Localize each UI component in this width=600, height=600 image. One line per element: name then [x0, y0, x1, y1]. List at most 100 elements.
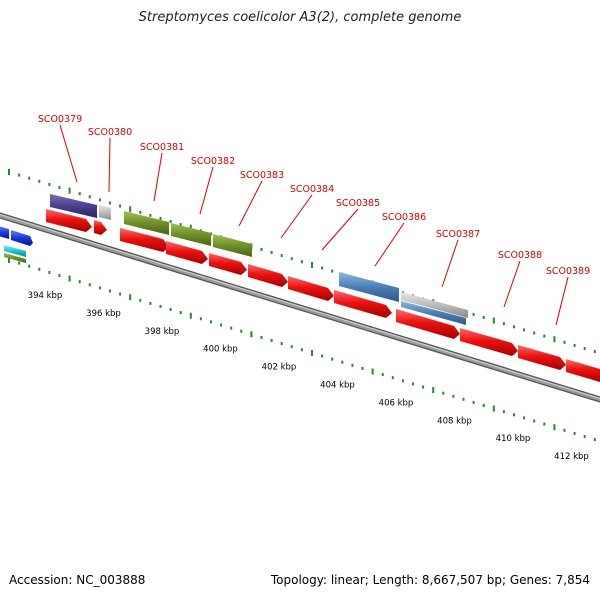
- minor-tick: [159, 216, 162, 220]
- major-tick: [492, 317, 495, 324]
- feature-cyan[interactable]: [4, 245, 26, 257]
- minor-tick: [119, 204, 122, 208]
- feature-steel-1[interactable]: [339, 272, 399, 302]
- minor-tick: [331, 357, 334, 361]
- orf-arrow-9[interactable]: [396, 309, 460, 339]
- orf-arrow-1[interactable]: [46, 209, 92, 232]
- gene-label[interactable]: SCO0389: [546, 266, 590, 277]
- kbp-scale-label: 400 kbp: [203, 345, 238, 355]
- gene-leader-line: [374, 222, 405, 267]
- minor-tick: [38, 179, 41, 183]
- orf-arrow-6[interactable]: [248, 264, 288, 287]
- accession-text: Accession: NC_003888: [9, 573, 146, 587]
- feature-blue-2[interactable]: [11, 230, 33, 246]
- orf-arrow-4[interactable]: [166, 241, 208, 264]
- feature-olive-2[interactable]: [171, 223, 211, 246]
- minor-tick: [543, 334, 546, 338]
- gene-label[interactable]: SCO0382: [191, 156, 235, 167]
- minor-tick: [109, 201, 111, 205]
- major-tick: [189, 312, 192, 319]
- orf-arrow-3[interactable]: [120, 228, 169, 252]
- orf-arrow-7[interactable]: [288, 276, 334, 301]
- feature-olive-3[interactable]: [213, 234, 252, 257]
- feature-purple[interactable]: [50, 194, 97, 218]
- minor-tick: [401, 379, 404, 383]
- minor-tick: [48, 182, 51, 186]
- gene-leader-line: [238, 180, 263, 227]
- feature-olive-small[interactable]: [4, 253, 26, 263]
- gene-leader-line: [108, 137, 111, 193]
- major-tick: [189, 224, 192, 231]
- feature-grey-small[interactable]: [99, 205, 111, 220]
- minor-tick: [300, 260, 303, 264]
- genome-title: Streptomyces coelicolor A3(2), complete …: [138, 10, 462, 25]
- outer-tick-row: [8, 169, 596, 354]
- major-tick: [129, 206, 132, 213]
- gene-leader-line: [321, 208, 359, 251]
- minor-tick: [321, 354, 324, 358]
- major-tick: [68, 187, 71, 194]
- minor-tick: [563, 340, 566, 344]
- gene-label[interactable]: SCO0381: [140, 142, 184, 153]
- orf-arrow-11[interactable]: [518, 345, 566, 370]
- minor-tick: [331, 269, 334, 273]
- gene-label[interactable]: SCO0380: [88, 127, 132, 138]
- gene-label[interactable]: SCO0388: [498, 250, 542, 261]
- minor-tick: [139, 210, 142, 214]
- minor-tick: [270, 339, 273, 342]
- minor-tick: [300, 348, 303, 352]
- orf-arrow-10[interactable]: [460, 328, 518, 356]
- minor-tick: [159, 304, 162, 308]
- feature-blue-1[interactable]: [0, 226, 9, 239]
- orf-arrow-12[interactable]: [566, 359, 600, 382]
- kbp-label-layer: 394 kbp 396 kbp 398 kbp 400 kbp 402 kbp 404 k…: [28, 291, 589, 462]
- gene-label[interactable]: SCO0387: [436, 229, 480, 240]
- minor-tick: [523, 416, 526, 420]
- kbp-scale-label: 410 kbp: [496, 434, 531, 444]
- feature-grey-long[interactable]: [401, 292, 468, 318]
- gene-label[interactable]: SCO0379: [38, 114, 82, 125]
- feature-olive-1[interactable]: [124, 211, 169, 235]
- minor-tick: [38, 267, 41, 271]
- minor-tick: [462, 397, 465, 401]
- minor-tick: [321, 266, 324, 270]
- inner-tick-row: [8, 257, 596, 442]
- minor-tick: [543, 422, 546, 426]
- kbp-scale-label: 394 kbp: [28, 291, 63, 301]
- orf-arrow-8[interactable]: [334, 290, 392, 318]
- major-tick: [553, 424, 556, 431]
- major-tick: [371, 368, 374, 375]
- gene-label[interactable]: SCO0384: [290, 184, 334, 195]
- minor-tick: [139, 298, 142, 302]
- minor-tick: [280, 254, 283, 258]
- minor-tick: [98, 286, 101, 290]
- kbp-scale-label: 404 kbp: [320, 381, 355, 391]
- gene-label[interactable]: SCO0383: [240, 170, 284, 181]
- minor-tick: [523, 328, 526, 332]
- gene-leader-line: [280, 194, 313, 239]
- minor-tick: [169, 220, 172, 223]
- major-tick: [8, 257, 10, 263]
- minor-tick: [58, 274, 61, 277]
- gene-label[interactable]: SCO0385: [336, 198, 380, 209]
- minor-tick: [280, 342, 283, 346]
- major-tick: [311, 349, 313, 356]
- minor-tick: [169, 308, 172, 311]
- orf-arrow-5[interactable]: [209, 253, 247, 275]
- major-tick: [8, 169, 10, 175]
- minor-tick: [260, 335, 263, 339]
- minor-tick: [341, 360, 344, 364]
- minor-tick: [28, 176, 31, 180]
- minor-tick: [593, 438, 596, 442]
- minor-tick: [78, 280, 81, 284]
- minor-tick: [472, 400, 475, 404]
- minor-tick: [482, 404, 485, 407]
- minor-tick: [502, 410, 505, 414]
- gene-label[interactable]: SCO0386: [382, 212, 426, 223]
- minor-tick: [573, 431, 576, 435]
- kbp-scale-label: 406 kbp: [379, 398, 414, 408]
- minor-tick: [18, 173, 21, 177]
- orf-arrow-2[interactable]: [94, 220, 107, 235]
- feature-steel-2[interactable]: [401, 301, 466, 325]
